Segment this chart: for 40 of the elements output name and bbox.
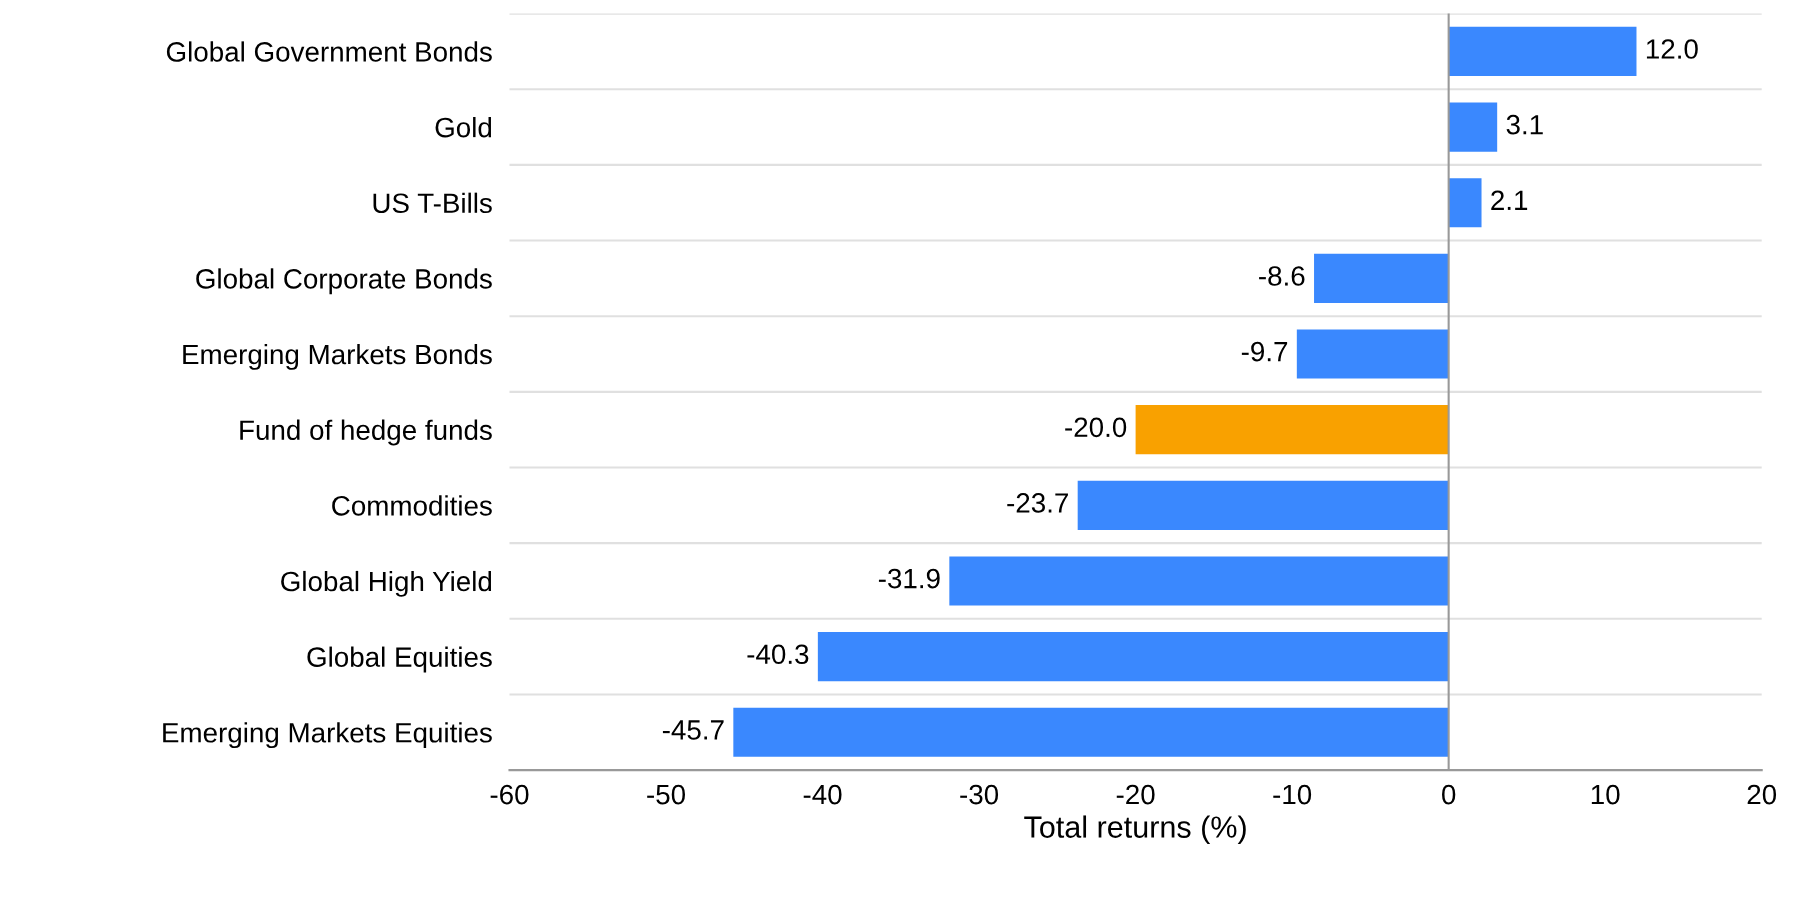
data-label: -8.6 (1259, 266, 1305, 286)
bar (1135, 405, 1449, 455)
y-tick-label: Commodities (332, 495, 492, 516)
bar (1296, 329, 1449, 379)
x-tick-label: 20 (1747, 784, 1777, 805)
bar (1077, 480, 1449, 530)
y-tick-label: US T-Bills (373, 192, 492, 214)
y-tick-label: Fund of hedge funds (240, 419, 492, 446)
bar (733, 707, 1449, 757)
data-label: -31.9 (878, 568, 940, 589)
y-tick-label: Emerging Markets Equities (163, 722, 492, 749)
x-tick-label: -20 (1116, 784, 1155, 805)
bar (1448, 102, 1498, 152)
y-tick-label: Global Government Bonds (166, 41, 492, 62)
x-tick-label: -60 (490, 784, 529, 805)
y-tick-label: Global Equities (307, 646, 492, 673)
y-tick-label: Gold (435, 117, 492, 138)
y-tick-label: Global Corporate Bonds (196, 268, 492, 295)
bar (1448, 26, 1637, 76)
y-tick-label: Global High Yield (281, 570, 492, 597)
data-label: -20.0 (1065, 417, 1127, 438)
data-label: -45.7 (662, 720, 724, 740)
data-label: 12.0 (1646, 39, 1698, 59)
bar (1448, 178, 1482, 228)
data-label: -40.3 (747, 644, 809, 665)
x-axis-title: Total returns (%) (1024, 815, 1246, 844)
x-tick-label: -30 (960, 784, 999, 805)
data-label: 3.1 (1506, 114, 1543, 135)
x-tick-label: -10 (1273, 784, 1312, 805)
x-tick-label: -50 (647, 784, 686, 805)
x-tick-label: -40 (803, 784, 842, 805)
x-tick-label: 10 (1591, 784, 1620, 805)
x-tick-label: 0 (1442, 784, 1456, 805)
bar (817, 632, 1449, 682)
y-tick-label: Emerging Markets Bonds (183, 343, 492, 370)
data-label: -23.7 (1007, 493, 1068, 513)
data-label: 2.1 (1491, 190, 1528, 210)
bar (949, 556, 1449, 606)
bar (1314, 253, 1449, 303)
data-label: -9.7 (1241, 341, 1288, 362)
